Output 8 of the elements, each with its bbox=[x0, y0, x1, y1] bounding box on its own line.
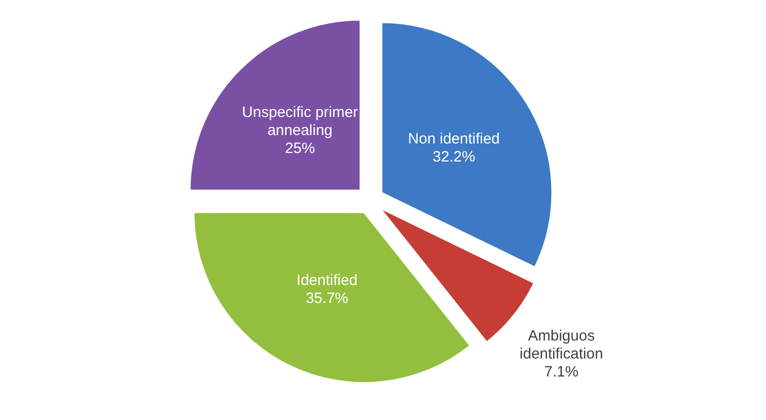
slice-label: Unspecific primer annealing bbox=[242, 103, 358, 138]
data-label: 7.1% bbox=[544, 362, 578, 380]
data-label: 25% bbox=[284, 139, 316, 156]
slice-label: Ambiguos identification bbox=[520, 326, 604, 362]
slice-label: Non identified bbox=[408, 130, 500, 147]
data-label: 32.2% bbox=[432, 148, 476, 165]
slice-label: Identified bbox=[296, 272, 358, 289]
data-label: 35.7% bbox=[306, 290, 348, 307]
